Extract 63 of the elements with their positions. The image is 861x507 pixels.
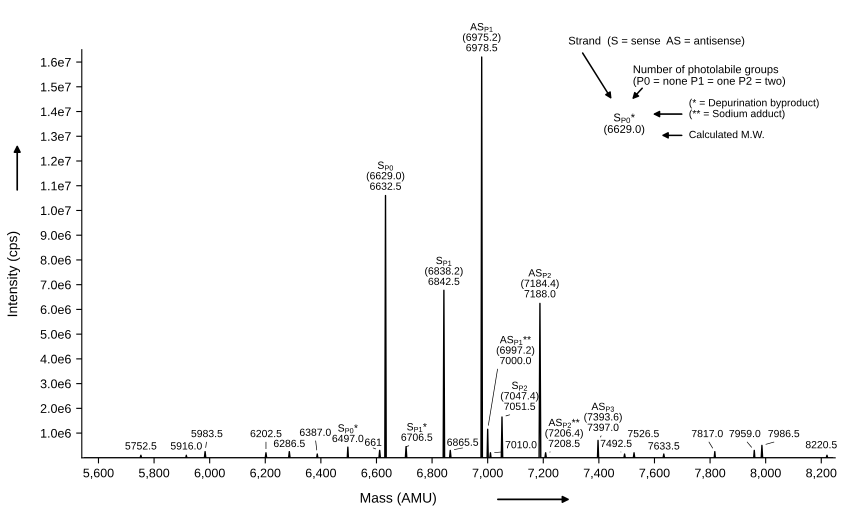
annotation: AS$_{P1}$ (6975.2) 6978.5 (462, 23, 500, 52)
y-axis-title: Intensity (cps) (7, 232, 20, 316)
x-tick-label: 8,200 (806, 468, 836, 479)
text: Strand (S = sense AS = antisense) (568, 36, 744, 47)
y-tick-label: 8.0e6 (40, 256, 71, 265)
y-tick-label: 4.0e6 (40, 354, 71, 364)
annotation: 5983.5 (191, 430, 222, 438)
annotation: 7817.0 (692, 430, 723, 438)
annotation: AS$_{P1}$** (6997.2) 7000.0 (496, 336, 534, 364)
x-tick-label: 7,600 (639, 468, 670, 479)
annotation: 6202.5 (250, 430, 282, 438)
annotation: AS$_{P3}$ (7393.6) 7397.0 (584, 402, 622, 432)
annotation: Number of photolabile groups (P0 = none P1 = one P2 = two) (634, 65, 786, 88)
x-tick-label: 5,800 (138, 468, 170, 479)
x-tick-label: 7,400 (584, 468, 614, 479)
x-tick-label: 6,200 (250, 468, 280, 479)
annotation: 7526.5 (628, 430, 659, 438)
annotation: 6865.5 (447, 438, 478, 446)
y-tick-label: 1.5e7 (41, 82, 71, 92)
x-tick-label: 7,800 (695, 468, 726, 479)
x-tick-label: 8,000 (750, 468, 781, 479)
y-tick-label: 1.2e7 (41, 156, 71, 166)
annotation: 6286.5 (274, 440, 305, 448)
annotation: S$_{P1}$* 6706.5 (401, 423, 432, 441)
annotation: AS$_{P2}$ (7184.4) 7188.0 (521, 269, 559, 298)
x-tick-label: 6,000 (194, 468, 225, 479)
y-tick-label: 7.0e6 (40, 280, 71, 290)
annotation: 6387.0 (300, 428, 331, 436)
annotation: 5752.5 (125, 442, 156, 450)
y-tick-label: 6.0e6 (40, 305, 71, 314)
y-tick-label: 1.0e7 (41, 206, 71, 216)
y-tick-label: 5.0e6 (40, 330, 71, 339)
annotation: AS$_{P2}$** (7206.4) 7208.5 (545, 418, 583, 448)
y-tick-label: 1.0e6 (41, 428, 71, 438)
annotation: 7986.5 (768, 430, 800, 438)
x-tick-label: 6,400 (306, 468, 336, 479)
annotation: S$_{P0}$ (6629.0) 6632.5 (366, 162, 404, 190)
annotation: 5916.0 (170, 442, 202, 450)
annotation: 8220.5 (806, 440, 837, 448)
x-tick-label: 5,600 (83, 468, 114, 479)
annotation: S$_{P0}$* 6497.0 (332, 424, 364, 442)
annotation: 7492.5 (600, 440, 632, 448)
y-tick-label: 9.0e6 (40, 231, 71, 240)
x-tick-label: 7,200 (528, 468, 558, 479)
x-tick-label: 6,600 (361, 468, 392, 479)
annotation: S$_{P0}$* (6629.0) (604, 114, 644, 136)
y-tick-label: 1.3e7 (41, 132, 71, 141)
y-tick-label: 1.1e7 (41, 182, 71, 190)
annotation: S$_{P1}$ (6838.2) 6842.5 (425, 256, 463, 286)
y-tick-label: 1.6e7 (41, 58, 71, 67)
annotation: 7633.5 (648, 442, 680, 450)
y-tick-label: 3.0e6 (40, 379, 71, 388)
x-axis-title: Mass (AMU) (360, 492, 436, 506)
annotation: (* = Depurination byproduct) (** = Sodium adduct) (689, 98, 819, 120)
x-tick-label: 7,000 (472, 468, 503, 479)
annotation: Calculated M.W. (689, 130, 764, 138)
annotation: 7959.0 (729, 430, 760, 438)
annotation: S$_{P2}$ (7047.4) 7051.5 (500, 382, 538, 410)
annotation: 7010.0 (506, 440, 537, 448)
y-tick-label: 1.4e7 (41, 107, 71, 116)
annotation: 661 (364, 438, 382, 446)
y-tick-label: 2.0e6 (40, 404, 71, 413)
x-tick-label: 6,800 (417, 468, 448, 479)
